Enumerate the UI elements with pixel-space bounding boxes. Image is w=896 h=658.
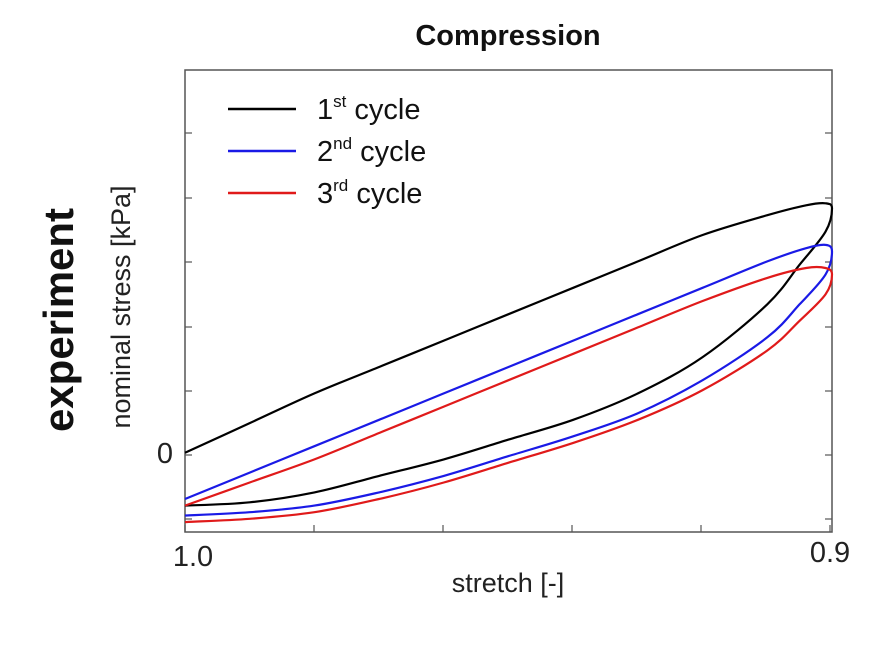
series-line-3 (184, 265, 834, 524)
y-axis-label: nominal stress [kPa] (106, 185, 136, 428)
legend-label-1: 1st cycle (317, 92, 421, 126)
side-label: experiment (35, 208, 82, 432)
plot-frame (184, 69, 833, 533)
legend-label-3: 3rd cycle (317, 176, 422, 210)
x-axis-label: stretch [-] (452, 568, 565, 598)
tick-labels: 1.0 0.9 0 (157, 438, 850, 573)
legend: 1st cycle 2nd cycle 3rd cycle (228, 92, 426, 210)
chart-title: Compression (415, 20, 600, 52)
x-tick-label: 0.9 (810, 537, 850, 569)
y-tick-label: 0 (157, 438, 173, 470)
series-line-2 (184, 243, 834, 517)
x-tick-label: 1.0 (173, 541, 213, 573)
legend-label-2: 2nd cycle (317, 134, 426, 168)
series-lines (184, 202, 834, 524)
series-line-1 (184, 202, 834, 507)
